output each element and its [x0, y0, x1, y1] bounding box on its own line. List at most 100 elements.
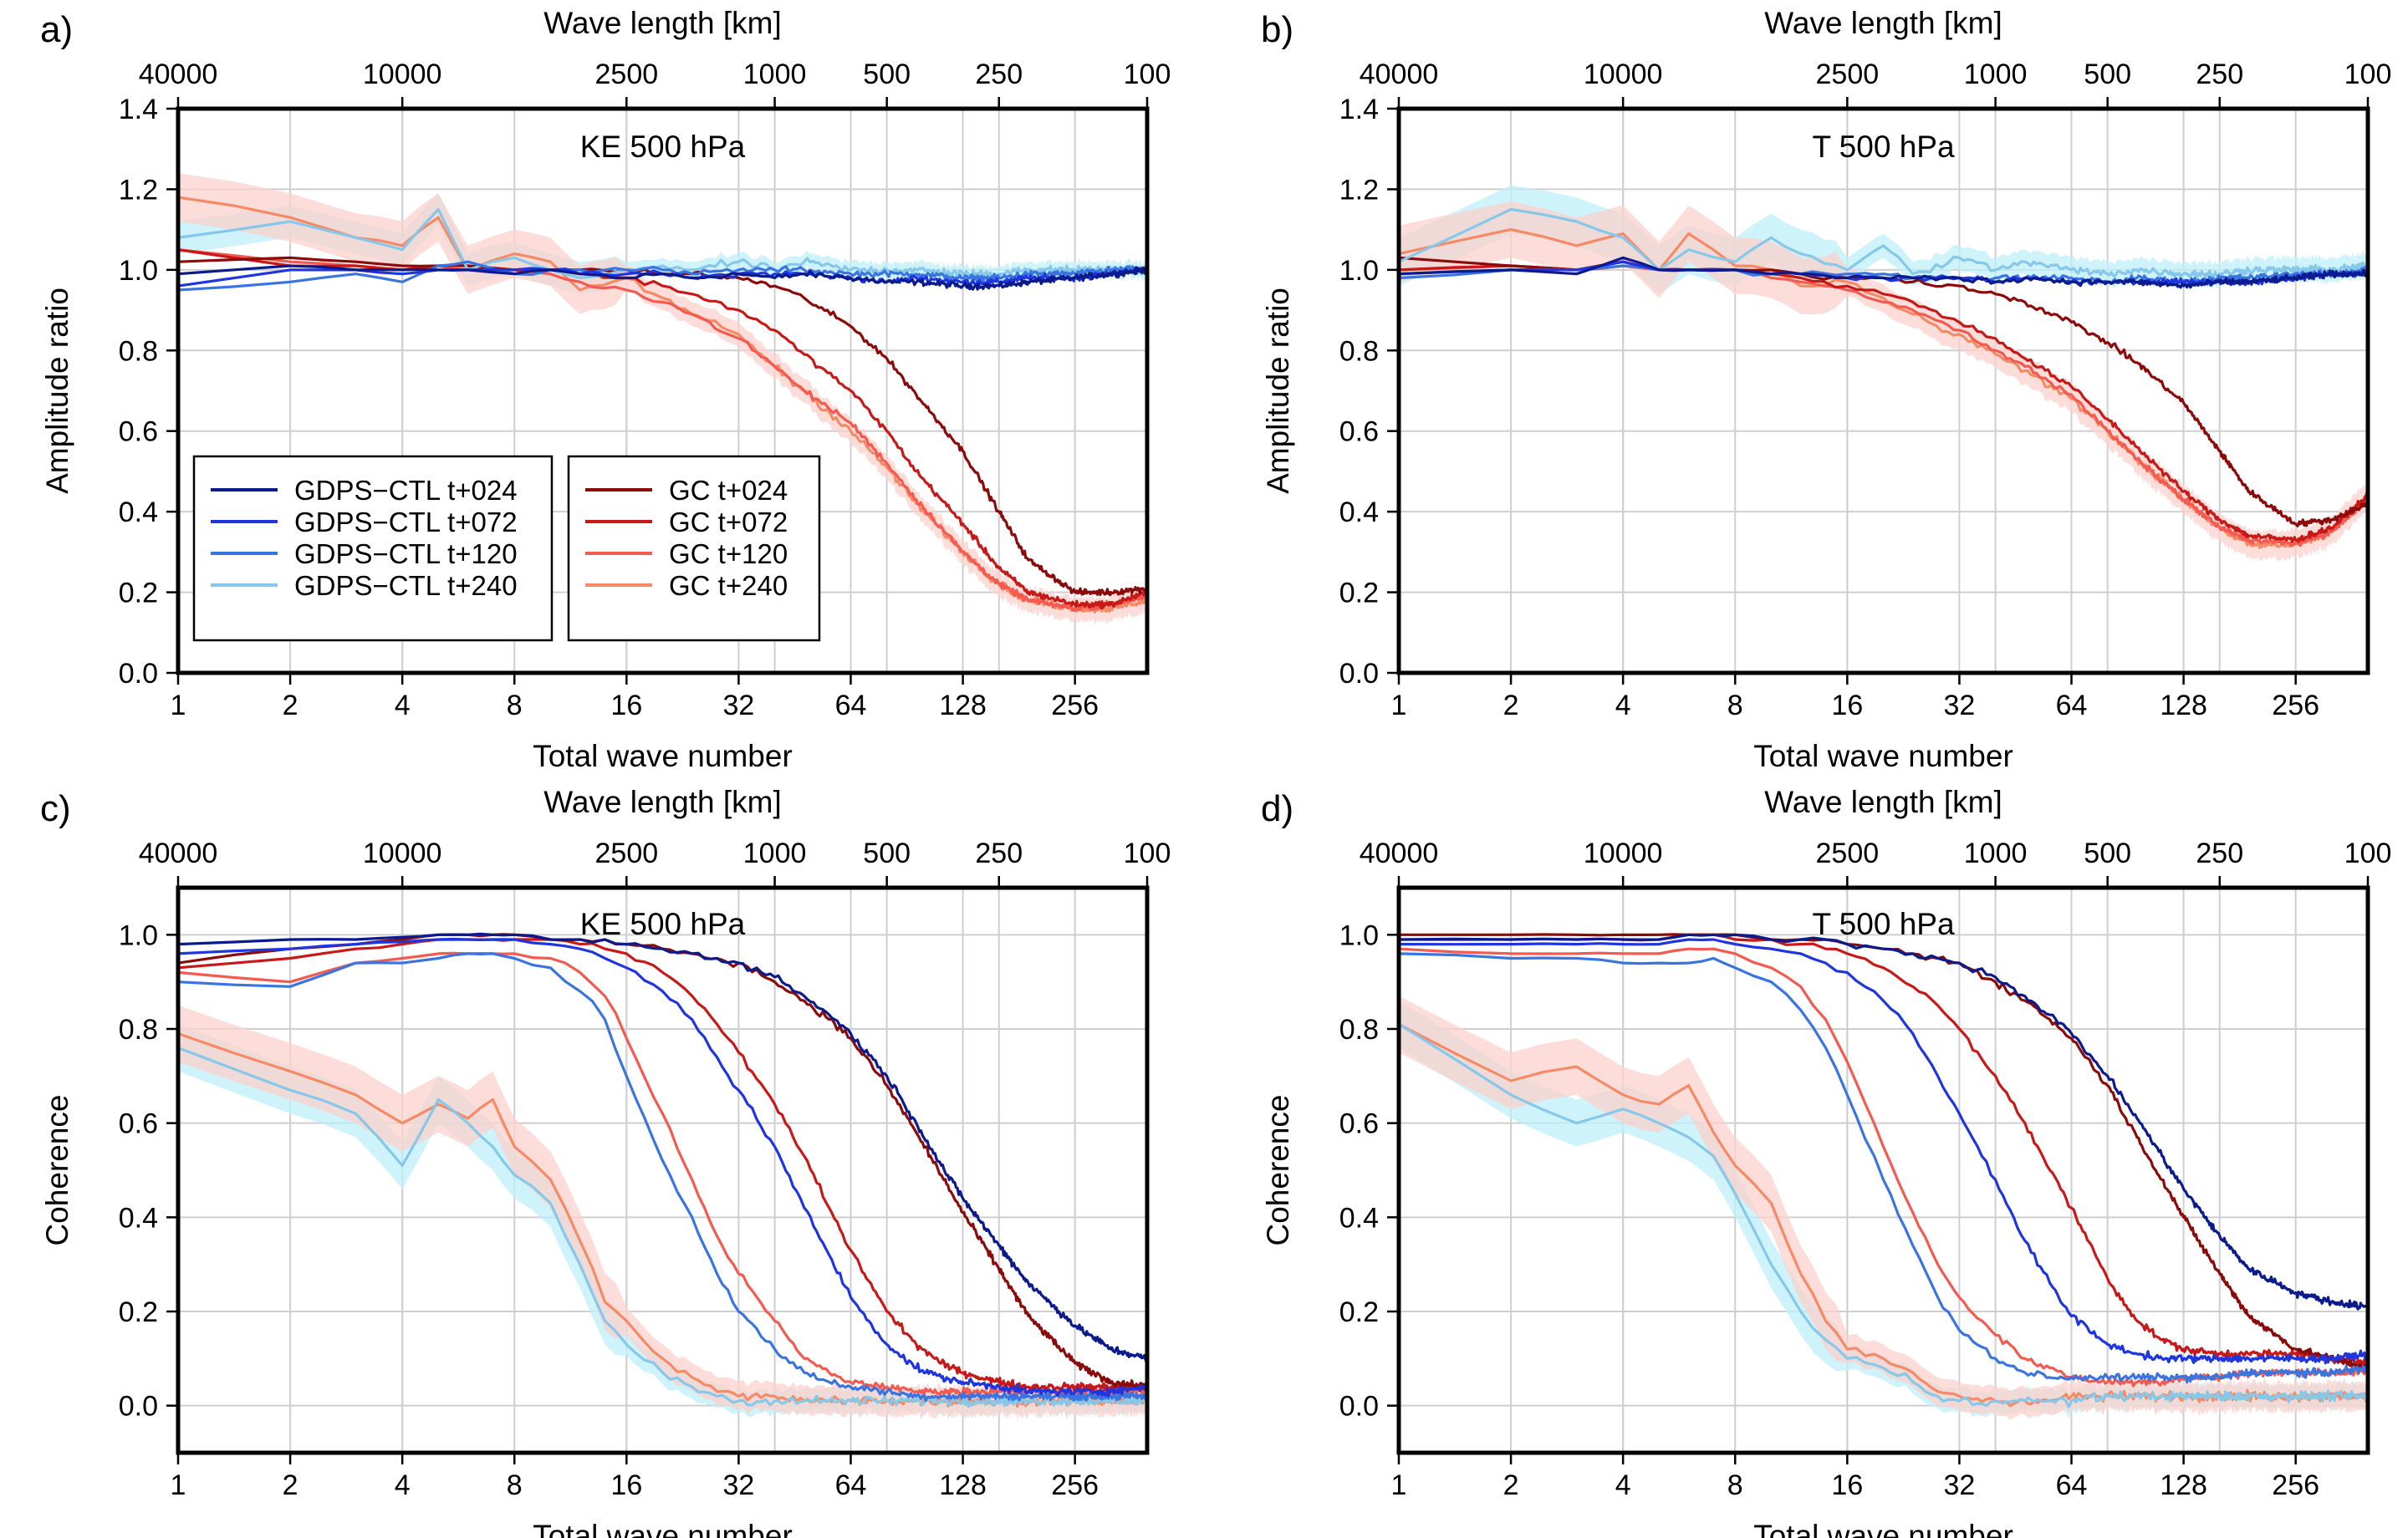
- x-top-tick-label: 500: [2084, 838, 2131, 869]
- y-tick-label: 0.2: [1339, 578, 1379, 609]
- uncertainty-band: [1399, 201, 2368, 562]
- x-top-axis-label: Wave length [km]: [1764, 785, 2002, 819]
- chart-title: KE 500 hPa: [580, 130, 746, 164]
- series-line-gc-120: [1399, 264, 2368, 547]
- series-line-gdps-120: [1399, 952, 2368, 1384]
- panel-label: a): [40, 9, 73, 50]
- series-line-gdps-240: [1399, 1023, 2368, 1408]
- x-axis-label: Total wave number: [533, 739, 793, 773]
- y-axis-label: Coherence: [1261, 1094, 1295, 1245]
- x-top-tick-label: 10000: [363, 838, 442, 869]
- legend-entry: GDPS−CTL t+120: [294, 538, 518, 569]
- series-line-gc-120: [1399, 947, 2368, 1388]
- x-tick-label: 1: [171, 690, 186, 721]
- y-tick-label: 0.0: [1339, 658, 1379, 690]
- y-axis-label: Amplitude ratio: [1261, 288, 1295, 494]
- series-line-gdps-024: [178, 264, 1147, 291]
- x-tick-label: 32: [1944, 690, 1976, 721]
- series-line-gdps-072: [1399, 938, 2368, 1365]
- x-tick-label: 8: [507, 690, 523, 721]
- x-top-tick-label: 250: [2196, 59, 2243, 90]
- y-tick-label: 0.2: [119, 578, 158, 609]
- panel-a: 1 2 4 8 16 32 64 128 256 40000 10000 2500 1000 500 250…: [40, 6, 1171, 773]
- x-tick-label: 256: [2272, 1469, 2319, 1501]
- panel-label: b): [1261, 9, 1293, 50]
- x-top-tick-label: 40000: [1360, 838, 1439, 869]
- x-tick-label: 128: [939, 690, 987, 721]
- y-tick-label: 1.0: [119, 255, 158, 287]
- y-axis-label: Coherence: [40, 1094, 74, 1245]
- series-group: [1399, 185, 2368, 562]
- legend-entry: GDPS−CTL t+240: [294, 570, 518, 601]
- panel-b: 1 2 4 8 16 32 64 128 256 40000 10000 2500 1000 500 250…: [1261, 6, 2391, 773]
- x-tick-label: 16: [610, 1469, 642, 1501]
- y-tick-label: 0.2: [119, 1296, 158, 1328]
- legend-entry: GC t+024: [669, 475, 788, 506]
- plot-frame: [176, 885, 1150, 1455]
- y-axis-label: Amplitude ratio: [40, 288, 74, 494]
- x-top-tick-label: 2500: [595, 838, 659, 869]
- x-tick-label: 128: [2160, 1469, 2207, 1501]
- x-tick-label: 2: [283, 1469, 298, 1501]
- y-tick-label: 1.0: [1339, 255, 1379, 287]
- series-group: [1399, 933, 2368, 1420]
- panel-label: d): [1261, 788, 1293, 829]
- y-tick-label: 1.2: [119, 174, 158, 206]
- y-tick-label: 0.4: [119, 1202, 158, 1234]
- x-top-tick-label: 40000: [139, 838, 218, 869]
- x-tick-label: 1: [1391, 1469, 1407, 1501]
- legend-entry: GC t+120: [669, 538, 788, 569]
- y-tick-label: 0.0: [119, 658, 158, 690]
- y-tick-label: 0.4: [1339, 497, 1379, 528]
- plot-frame: [1396, 106, 2370, 675]
- series-line-gc-024: [1399, 933, 2368, 1371]
- x-axis-label: Total wave number: [1753, 1519, 2013, 1538]
- x-tick-label: 1: [171, 1469, 186, 1501]
- x-top-tick-label: 100: [2344, 838, 2392, 869]
- legend-frame: [567, 455, 821, 642]
- series-line-gdps-072: [178, 937, 1147, 1398]
- series-line-gc-072: [1399, 260, 2368, 543]
- y-tick-label: 1.4: [119, 94, 158, 125]
- panel-label: c): [40, 788, 71, 829]
- y-tick-label: 0.6: [119, 416, 158, 448]
- x-top-axis-label: Wave length [km]: [543, 6, 781, 40]
- x-tick-label: 16: [610, 690, 642, 721]
- x-tick-label: 32: [723, 690, 755, 721]
- x-tick-label: 4: [395, 690, 411, 721]
- x-tick-label: 64: [2056, 690, 2088, 721]
- chart-title: T 500 hPa: [1812, 907, 1954, 941]
- x-top-tick-label: 100: [2344, 59, 2392, 90]
- series-group: [178, 173, 1147, 624]
- x-top-tick-label: 10000: [1584, 838, 1663, 869]
- x-tick-label: 64: [835, 1469, 867, 1501]
- legend-entry: GC t+240: [669, 570, 788, 601]
- legend-frame: [192, 455, 554, 642]
- x-tick-label: 128: [2160, 690, 2207, 721]
- legend-entry: GC t+072: [669, 507, 788, 537]
- x-tick-label: 64: [2056, 1469, 2088, 1501]
- x-top-tick-label: 10000: [1584, 59, 1663, 90]
- x-tick-label: 8: [1727, 690, 1743, 721]
- y-tick-label: 0.8: [119, 1014, 158, 1046]
- legend-entry: GDPS−CTL t+024: [294, 475, 518, 506]
- x-tick-label: 4: [395, 1469, 411, 1501]
- x-top-tick-label: 250: [975, 59, 1023, 90]
- series-line-gc-120: [178, 951, 1147, 1398]
- panel-d: 1 2 4 8 16 32 64 128 256 40000 10000 2500 1000 500 250…: [1261, 785, 2391, 1538]
- x-top-tick-label: 1000: [1964, 59, 2028, 90]
- y-tick-label: 0.8: [1339, 1014, 1379, 1046]
- x-top-tick-label: 500: [863, 838, 911, 869]
- series-group: [178, 932, 1147, 1421]
- series-line-gc-024: [178, 256, 1147, 597]
- x-tick-label: 64: [835, 690, 867, 721]
- x-tick-label: 8: [507, 1469, 523, 1501]
- ticks: [1387, 97, 2370, 685]
- chart-title: KE 500 hPa: [580, 907, 746, 941]
- x-axis-label: Total wave number: [533, 1519, 793, 1538]
- x-tick-label: 32: [723, 1469, 755, 1501]
- series-line-gc-072: [178, 248, 1147, 610]
- y-tick-label: 0.8: [119, 335, 158, 367]
- x-top-tick-label: 500: [2084, 59, 2131, 90]
